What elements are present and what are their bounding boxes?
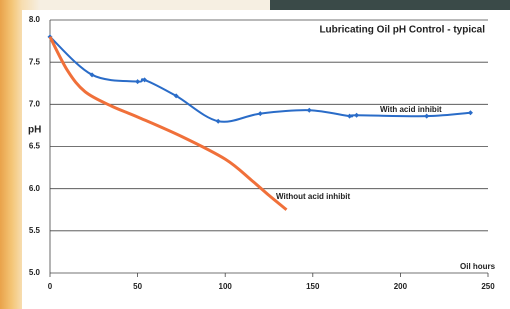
x-tick-label: 250 xyxy=(481,282,495,291)
x-tick-label: 50 xyxy=(133,282,142,291)
chart-title: Lubricating Oil pH Control - typical xyxy=(319,25,485,36)
x-tick-label: 0 xyxy=(48,282,53,291)
y-tick-label: 7.0 xyxy=(29,99,41,108)
y-tick-label: 5.0 xyxy=(29,268,41,277)
y-tick-label: 6.0 xyxy=(29,184,41,193)
x-tick-label: 200 xyxy=(394,282,408,291)
x-tick-label: 100 xyxy=(219,282,233,291)
y-tick-label: 8.0 xyxy=(29,15,41,24)
y-axis-label: pH xyxy=(28,125,41,136)
page: {"chart_data": {"type": "line", "title":… xyxy=(0,0,510,309)
series-label: With acid inhibit xyxy=(380,105,442,114)
x-tick-label: 150 xyxy=(306,282,320,291)
x-axis-label: Oil hours xyxy=(460,262,496,271)
y-tick-label: 5.5 xyxy=(29,226,41,235)
chart-panel xyxy=(22,10,510,309)
y-tick-label: 6.5 xyxy=(29,142,41,151)
chart: Lubricating Oil pH Control - typical pH … xyxy=(0,0,510,309)
series-label: Without acid inhibit xyxy=(276,192,350,201)
y-tick-label: 7.5 xyxy=(29,57,41,66)
